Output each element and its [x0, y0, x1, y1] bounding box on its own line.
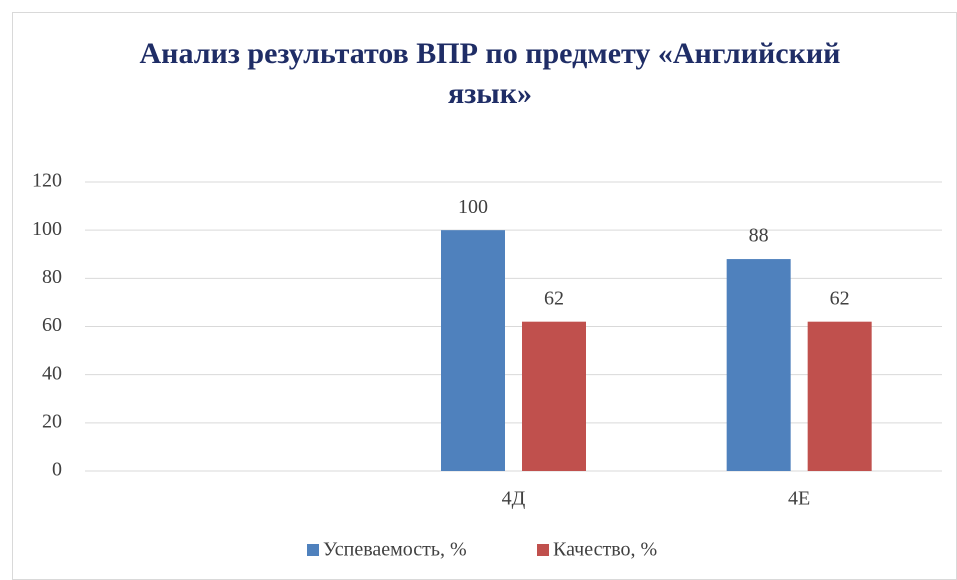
bar: [441, 230, 505, 471]
legend-swatch: [537, 544, 549, 556]
y-tick-label: 80: [42, 266, 62, 288]
x-tick-label: 4Е: [788, 488, 810, 510]
bar: [726, 259, 791, 471]
y-tick-label: 40: [42, 362, 62, 384]
data-label: 88: [749, 225, 769, 247]
bar: [807, 321, 872, 471]
y-tick-label: 20: [42, 410, 62, 432]
y-tick-label: 60: [42, 314, 62, 336]
legend-label: Качество, %: [553, 539, 657, 561]
y-tick-label: 100: [32, 218, 62, 240]
legend-label: Успеваемость, %: [323, 539, 467, 561]
bar: [522, 321, 586, 471]
x-tick-label: 4Д: [502, 488, 526, 510]
data-label: 62: [544, 287, 564, 309]
y-tick-label: 120: [32, 170, 62, 192]
chart-title: Анализ результатов ВПР по предмету «Англ…: [139, 37, 841, 110]
data-label: 62: [830, 287, 850, 309]
data-label: 100: [458, 196, 488, 218]
y-tick-label: 0: [52, 459, 62, 481]
legend-swatch: [307, 544, 319, 556]
